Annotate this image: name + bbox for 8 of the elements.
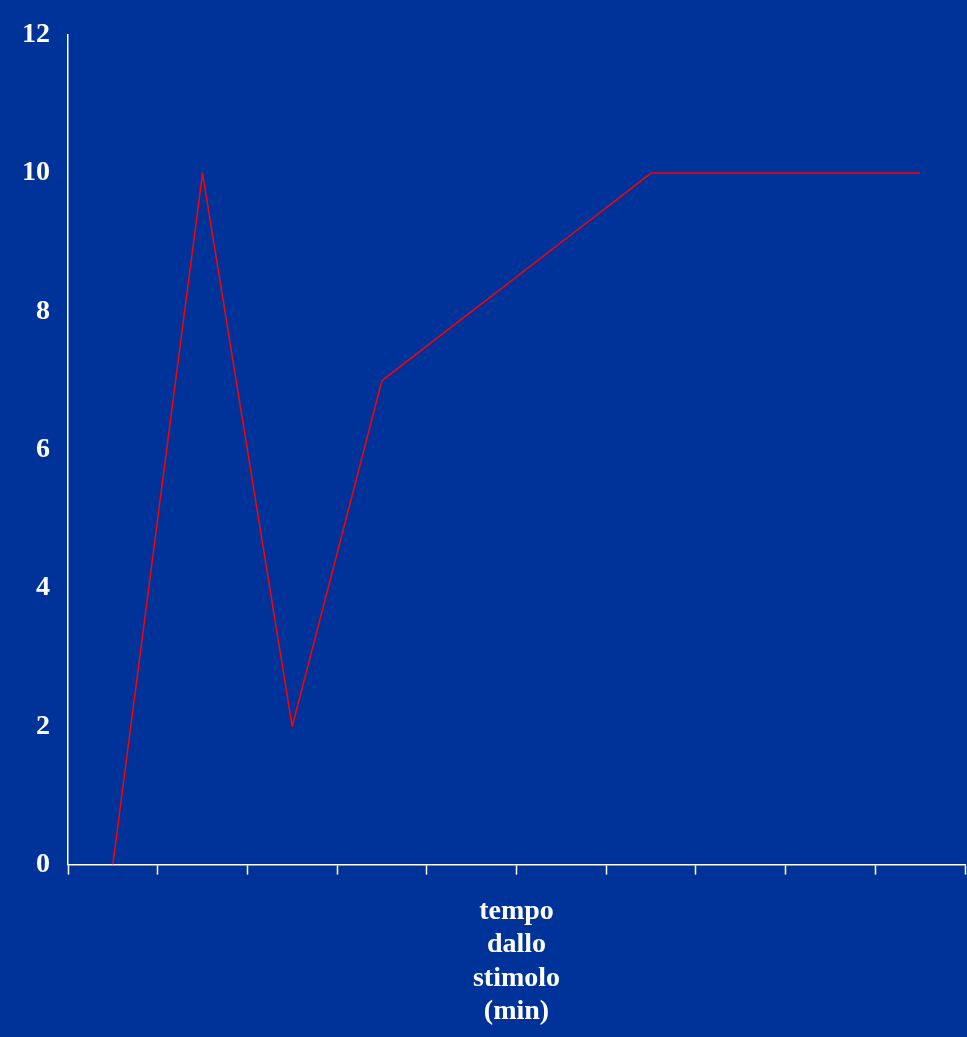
y-tick-label: 12 xyxy=(22,17,50,49)
y-tick-label: 6 xyxy=(36,431,50,463)
y-tick-label: 8 xyxy=(36,293,50,325)
y-tick-label: 10 xyxy=(22,155,50,187)
y-tick-label: 4 xyxy=(36,570,50,602)
y-tick-label: 0 xyxy=(36,846,50,878)
y-tick-label: 2 xyxy=(36,708,50,740)
x-axis-title: tempo dallo stimolo (min) xyxy=(472,893,561,1026)
